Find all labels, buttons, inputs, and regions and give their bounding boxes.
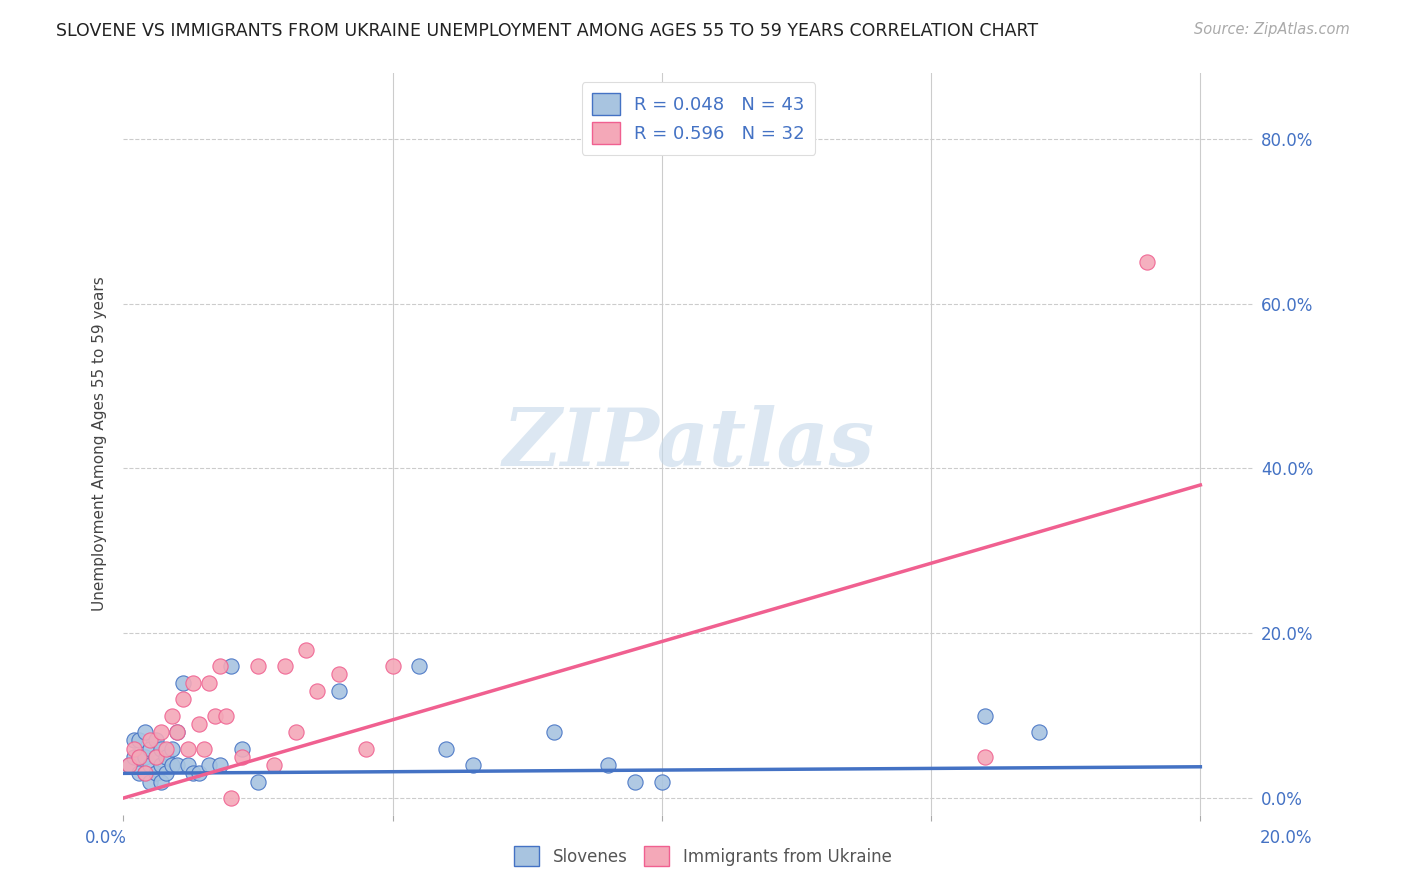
Point [134,725,156,739]
Point [214,708,236,723]
Point [328,667,350,681]
Point [231,750,253,764]
Point [150,725,173,739]
Point [436,741,458,756]
Point [381,659,404,673]
Point [177,758,200,772]
Point [145,750,167,764]
Point [198,758,221,772]
Point [134,766,156,780]
Point [128,733,150,747]
Point [284,725,307,739]
Point [193,741,215,756]
Point [166,725,188,739]
Point [122,750,145,764]
Point [145,750,167,764]
Point [155,741,177,756]
Point [139,758,162,772]
Legend: Slovenes, Immigrants from Ukraine: Slovenes, Immigrants from Ukraine [508,839,898,873]
Point [145,766,167,780]
Point [231,741,253,756]
Point [166,725,188,739]
Legend: R = 0.048   N = 43, R = 0.596   N = 32: R = 0.048 N = 43, R = 0.596 N = 32 [582,82,815,155]
Point [155,750,177,764]
Point [295,642,318,657]
Text: Source: ZipAtlas.com: Source: ZipAtlas.com [1194,22,1350,37]
Point [128,766,150,780]
Point [122,733,145,747]
Point [246,659,269,673]
Point [219,659,242,673]
Point [128,750,150,764]
Point [150,774,173,789]
Point [118,758,141,772]
Point [166,758,188,772]
Point [209,758,232,772]
Point [209,659,232,673]
Point [172,692,194,706]
Point [181,766,204,780]
Point [181,675,204,690]
Point [128,750,150,764]
Point [139,741,162,756]
Point [596,758,619,772]
Point [408,659,430,673]
Point [263,758,285,772]
Point [150,758,173,772]
Point [134,750,156,764]
Point [463,758,485,772]
Y-axis label: Unemployment Among Ages 55 to 59 years: Unemployment Among Ages 55 to 59 years [93,277,107,611]
Point [172,675,194,690]
Point [204,708,226,723]
Point [122,741,145,756]
Point [139,733,162,747]
Point [307,684,329,698]
Point [134,766,156,780]
Point [145,733,167,747]
Point [160,708,183,723]
Point [651,774,673,789]
Point [198,675,221,690]
Point [150,741,173,756]
Point [187,766,209,780]
Point [974,750,997,764]
Point [160,741,183,756]
Text: 0.0%: 0.0% [84,829,127,847]
Point [187,717,209,731]
Point [177,741,200,756]
Text: 20.0%: 20.0% [1260,829,1313,847]
Text: SLOVENE VS IMMIGRANTS FROM UKRAINE UNEMPLOYMENT AMONG AGES 55 TO 59 YEARS CORREL: SLOVENE VS IMMIGRANTS FROM UKRAINE UNEMP… [56,22,1039,40]
Point [1028,725,1050,739]
Point [354,741,377,756]
Point [219,791,242,805]
Point [274,659,297,673]
Point [246,774,269,789]
Point [328,684,350,698]
Point [160,758,183,772]
Point [155,766,177,780]
Point [118,758,141,772]
Point [139,774,162,789]
Point [974,708,997,723]
Point [1135,255,1157,269]
Point [543,725,565,739]
Point [624,774,647,789]
Text: ZIPatlas: ZIPatlas [503,405,875,483]
